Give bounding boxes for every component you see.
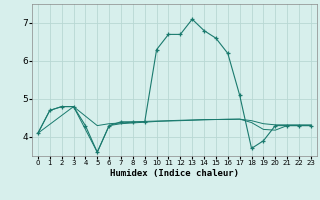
X-axis label: Humidex (Indice chaleur): Humidex (Indice chaleur)	[110, 169, 239, 178]
